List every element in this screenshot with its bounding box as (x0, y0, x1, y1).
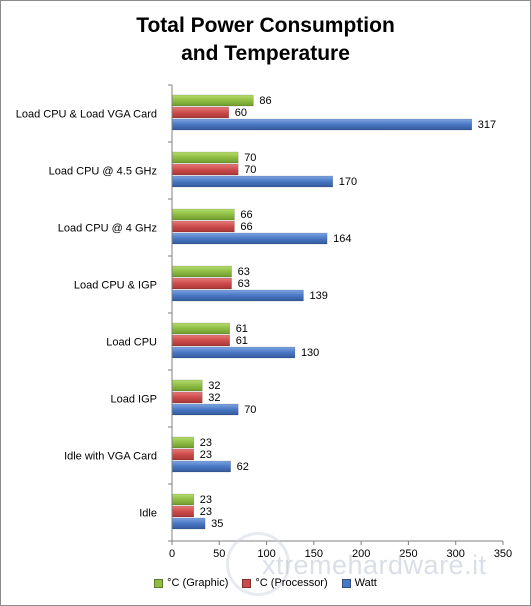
bar-processor (171, 277, 232, 290)
data-label-watt: 62 (237, 461, 249, 473)
data-label-processor: 66 (240, 221, 252, 233)
data-label-graphic: 70 (244, 152, 256, 164)
bar-watt (171, 118, 473, 131)
watermark-logo-icon (226, 532, 290, 596)
bar-processor (171, 505, 195, 518)
data-label-watt: 130 (301, 347, 319, 359)
chart-title: Total Power Consumption and Temperature (0, 12, 531, 68)
legend-label-graphic: °C (Graphic) (167, 577, 229, 589)
bar-graphic (171, 151, 239, 164)
watermark-text: xtremehardware.it (262, 550, 487, 580)
data-label-graphic: 23 (200, 437, 212, 449)
data-label-graphic: 32 (208, 380, 220, 392)
category-label: Load CPU (106, 336, 157, 348)
data-label-processor: 61 (236, 335, 248, 347)
x-tick-label: 50 (213, 548, 225, 560)
chart-title-line-1: Total Power Consumption (136, 14, 395, 37)
bar-watt (171, 346, 296, 359)
data-label-watt: 164 (333, 233, 351, 245)
legend: °C (Graphic) °C (Processor) Watt (0, 577, 531, 589)
category-label: Load IGP (111, 393, 157, 405)
legend-swatch-watt (341, 578, 351, 588)
data-label-graphic: 23 (200, 494, 212, 506)
category-label: Load CPU & Load VGA Card (16, 108, 157, 120)
bar-processor (171, 163, 239, 176)
bar-watt (171, 175, 334, 188)
bar-watt (171, 460, 231, 473)
bar-graphic (171, 322, 230, 335)
data-label-watt: 170 (339, 176, 357, 188)
bar-watt (171, 232, 328, 245)
legend-swatch-processor (242, 578, 252, 588)
chart-title-line-2: and Temperature (181, 42, 350, 65)
x-tick-label: 250 (399, 548, 417, 560)
category-label: Idle with VGA Card (64, 450, 157, 462)
data-label-watt: 139 (309, 290, 327, 302)
bar-graphic (171, 493, 195, 506)
data-label-processor: 23 (200, 449, 212, 461)
legend-item-processor: °C (Processor) (242, 577, 328, 589)
bar-graphic (171, 436, 195, 449)
category-label: Load CPU @ 4.5 GHz (49, 165, 157, 177)
data-label-watt: 317 (478, 119, 496, 131)
data-label-processor: 23 (200, 506, 212, 518)
x-tick-label: 150 (305, 548, 323, 560)
bar-watt (171, 517, 206, 530)
legend-label-processor: °C (Processor) (255, 577, 328, 589)
bar-graphic (171, 208, 235, 221)
data-label-processor: 63 (238, 278, 250, 290)
bar-processor (171, 448, 195, 461)
bar-watt (171, 289, 304, 302)
bar-graphic (171, 265, 232, 278)
bar-processor (171, 391, 203, 404)
data-label-graphic: 66 (240, 209, 252, 221)
bar-watt (171, 403, 239, 416)
x-tick-label: 0 (169, 548, 175, 560)
data-label-processor: 60 (235, 107, 247, 119)
category-label: Idle (139, 507, 157, 519)
data-label-processor: 70 (244, 164, 256, 176)
category-label: Load CPU & IGP (74, 279, 157, 291)
x-tick-label: 300 (447, 548, 465, 560)
legend-swatch-graphic (154, 578, 164, 588)
x-tick-label: 350 (494, 548, 512, 560)
x-tick-label: 200 (352, 548, 370, 560)
legend-label-watt: Watt (354, 577, 377, 589)
data-label-graphic: 86 (259, 95, 271, 107)
data-label-processor: 32 (208, 392, 220, 404)
bar-processor (171, 220, 235, 233)
bar-graphic (171, 379, 203, 392)
bar-processor (171, 334, 230, 347)
legend-item-graphic: °C (Graphic) (154, 577, 228, 589)
bar-processor (171, 106, 229, 119)
category-label: Load CPU @ 4 GHz (58, 222, 157, 234)
legend-item-watt: Watt (341, 577, 377, 589)
data-label-graphic: 63 (238, 266, 250, 278)
data-label-graphic: 61 (236, 323, 248, 335)
data-label-watt: 35 (211, 518, 223, 530)
bar-graphic (171, 94, 254, 107)
data-label-watt: 70 (244, 404, 256, 416)
